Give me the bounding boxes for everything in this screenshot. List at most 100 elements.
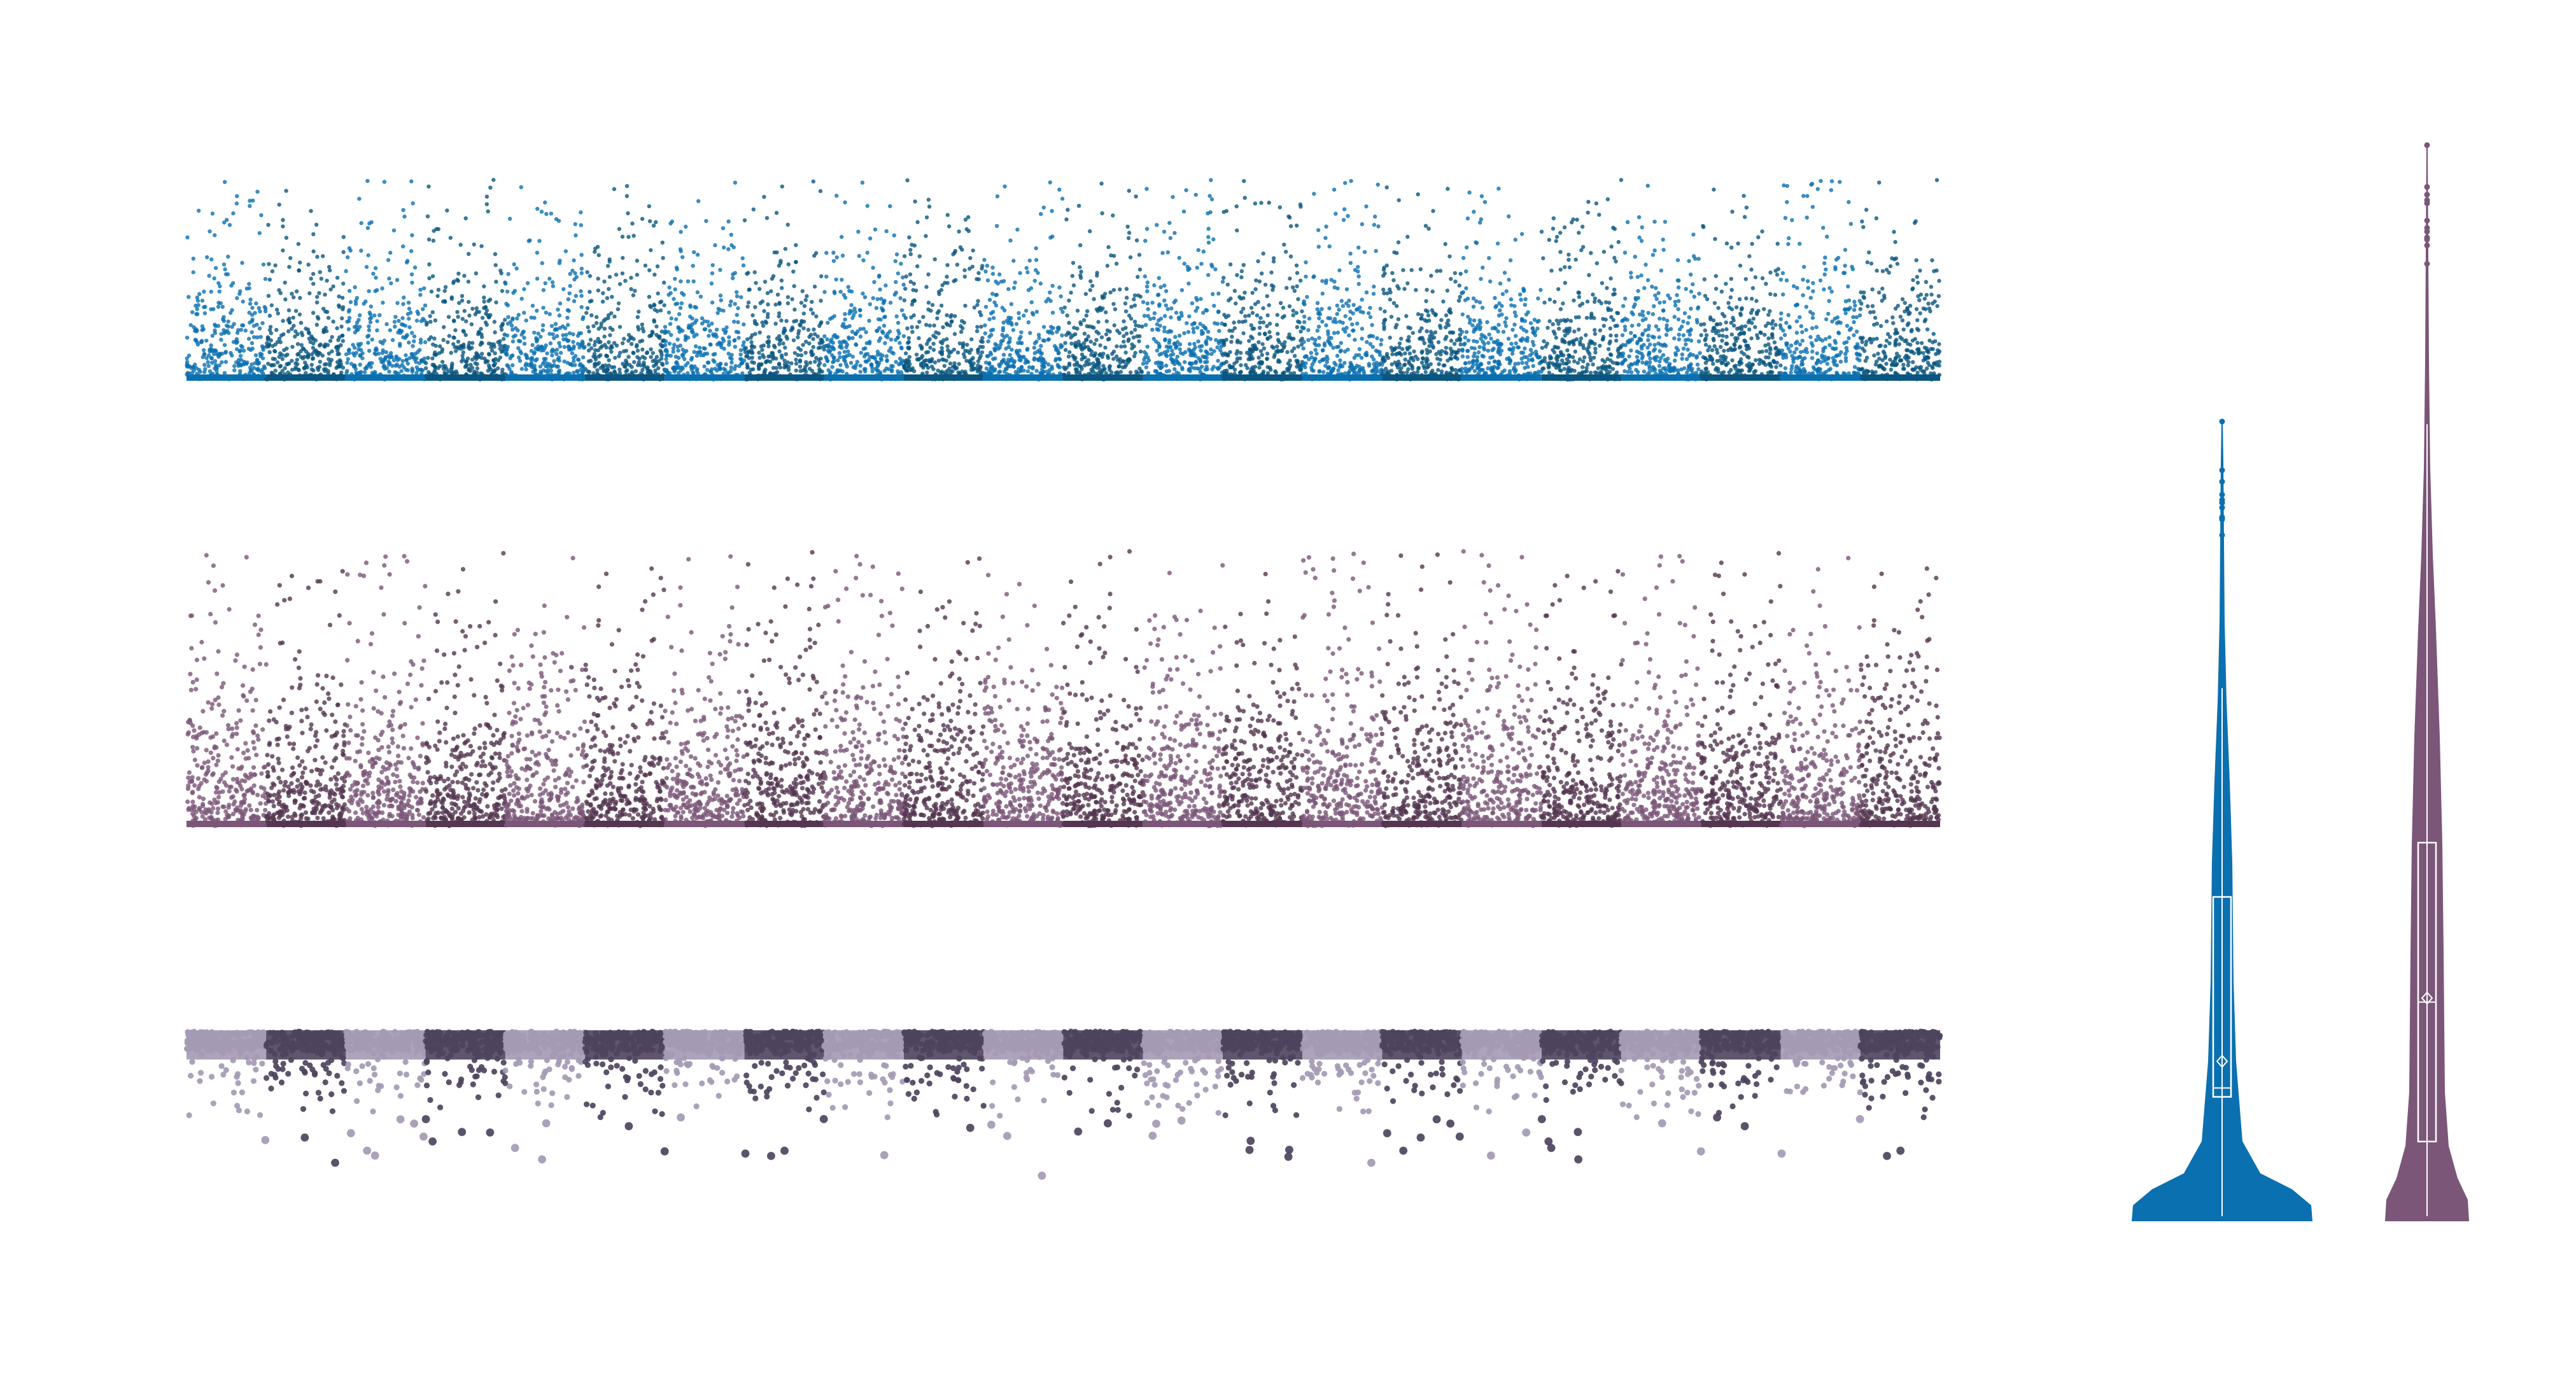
data-point	[529, 362, 533, 366]
data-point	[248, 297, 253, 302]
data-point	[976, 271, 981, 275]
data-point	[652, 273, 657, 277]
data-point	[401, 322, 405, 327]
data-point	[419, 358, 424, 363]
data-point	[806, 327, 811, 332]
data-point	[557, 368, 562, 373]
data-point	[250, 362, 254, 367]
data-point	[1279, 342, 1284, 347]
data-point	[1351, 302, 1356, 308]
data-point	[984, 366, 989, 371]
data-point	[464, 319, 468, 323]
data-point	[375, 288, 379, 292]
data-point	[490, 348, 495, 353]
data-point	[1392, 250, 1397, 255]
data-point	[337, 364, 342, 369]
data-point	[1060, 309, 1065, 315]
data-point	[281, 218, 285, 222]
data-point	[1145, 280, 1150, 285]
data-point	[524, 362, 528, 366]
data-point	[275, 360, 280, 365]
data-point	[247, 281, 251, 287]
data-point	[449, 364, 454, 368]
data-point	[1265, 357, 1269, 361]
data-point	[475, 366, 480, 371]
data-point	[819, 321, 823, 326]
data-point	[1238, 351, 1243, 355]
data-point	[803, 298, 808, 302]
data-point	[745, 271, 749, 276]
data-point	[1343, 181, 1348, 185]
data-point	[635, 363, 640, 367]
data-point	[554, 216, 559, 222]
data-point	[472, 242, 476, 247]
data-point	[1465, 245, 1469, 250]
data-point	[1388, 336, 1392, 340]
data-point	[341, 307, 345, 311]
data-point	[1095, 362, 1100, 367]
data-point	[356, 344, 362, 348]
data-point	[442, 325, 446, 329]
data-point	[1311, 274, 1316, 280]
data-point	[242, 359, 246, 364]
data-point	[284, 236, 289, 240]
data-point	[603, 363, 608, 367]
data-point	[1274, 370, 1279, 375]
data-point	[683, 334, 688, 339]
data-point	[941, 338, 946, 343]
data-point	[792, 308, 797, 312]
data-point	[1317, 369, 1322, 373]
data-point	[761, 323, 766, 328]
data-point	[255, 358, 260, 362]
data-point	[347, 347, 351, 352]
data-point	[1458, 295, 1462, 299]
data-point	[1216, 358, 1220, 363]
data-point	[407, 306, 412, 311]
data-point	[1498, 308, 1502, 313]
data-point	[1477, 300, 1482, 304]
data-point	[510, 327, 515, 332]
data-point	[1155, 223, 1159, 227]
data-point	[1204, 339, 1209, 343]
data-point	[658, 334, 662, 339]
data-point	[1428, 329, 1433, 334]
data-point	[975, 325, 980, 329]
data-point	[1227, 329, 1232, 333]
data-point	[456, 271, 461, 276]
data-point	[538, 364, 543, 369]
data-point	[661, 362, 665, 367]
data-point	[1472, 209, 1476, 214]
data-point	[808, 360, 813, 365]
data-point	[612, 314, 617, 319]
segment-9	[822, 180, 906, 382]
data-point	[708, 329, 712, 333]
data-point	[864, 330, 868, 334]
data-point	[1370, 323, 1374, 327]
data-point	[968, 256, 973, 260]
data-point	[325, 343, 330, 347]
data-point	[1076, 204, 1081, 208]
data-point	[402, 295, 406, 300]
data-point	[456, 315, 460, 319]
data-point	[612, 341, 617, 345]
data-point	[878, 317, 883, 322]
data-point	[1453, 367, 1458, 372]
data-point	[975, 329, 980, 334]
data-point	[1164, 289, 1169, 294]
data-point	[1286, 335, 1291, 340]
data-point	[985, 264, 990, 268]
data-point	[477, 309, 481, 315]
data-point	[1258, 349, 1263, 353]
data-point	[1123, 365, 1127, 369]
data-point	[1093, 351, 1098, 356]
data-point	[1011, 360, 1017, 365]
data-point	[530, 355, 534, 360]
data-point	[462, 309, 467, 313]
data-point	[440, 350, 444, 354]
data-point	[572, 344, 576, 349]
data-point	[1480, 306, 1485, 310]
data-point	[185, 363, 190, 368]
data-point	[910, 366, 915, 371]
data-point	[666, 310, 672, 315]
